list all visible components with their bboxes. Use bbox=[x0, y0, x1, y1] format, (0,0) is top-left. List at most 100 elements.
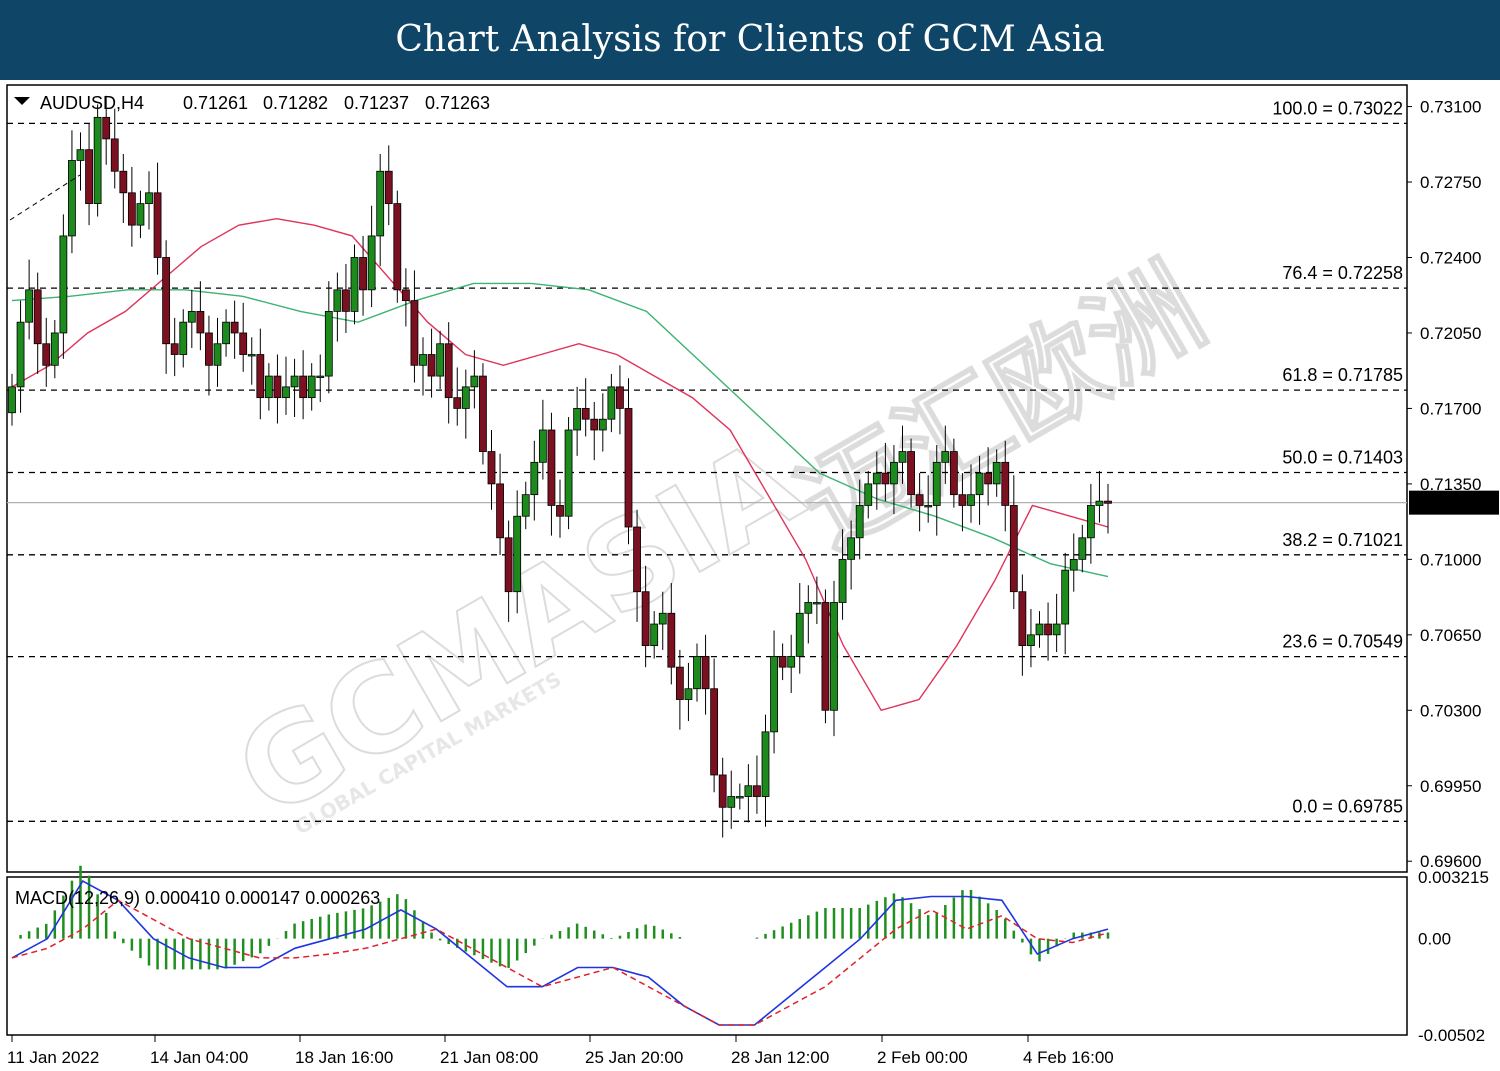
candle-body bbox=[658, 612, 667, 625]
candle-body bbox=[1018, 591, 1027, 647]
candle-body bbox=[187, 310, 196, 323]
time-tick-label: 21 Jan 08:00 bbox=[440, 1048, 538, 1067]
candle-body bbox=[68, 160, 76, 237]
candle-body bbox=[590, 418, 599, 431]
candle-body bbox=[461, 386, 470, 409]
price-tick-label: 0.72050 bbox=[1420, 324, 1481, 343]
candle-body bbox=[812, 602, 821, 605]
candle-body bbox=[564, 429, 573, 517]
candle-body bbox=[239, 332, 248, 355]
candle-body bbox=[949, 451, 958, 496]
chart-area[interactable]: GCMASIA GLOBAL CAPITAL MARKETS 迈汇欧洲 100.… bbox=[0, 80, 1500, 1071]
candle-body bbox=[1009, 505, 1018, 593]
price-tick-label: 0.72400 bbox=[1420, 248, 1481, 267]
current-price-badge bbox=[1409, 490, 1499, 515]
candle-body bbox=[958, 494, 967, 506]
candle-body bbox=[256, 354, 265, 399]
candle-body bbox=[410, 300, 419, 366]
candle-body bbox=[76, 149, 85, 161]
macd-label: MACD(12,26,9) 0.000410 0.000147 0.000263 bbox=[15, 888, 380, 908]
candle-body bbox=[581, 408, 590, 420]
ohlc-high: 0.71282 bbox=[263, 93, 328, 113]
fib-label: 61.8 = 0.71785 bbox=[1282, 365, 1403, 385]
candle-body bbox=[384, 170, 393, 204]
candle-body bbox=[744, 785, 753, 797]
price-tick-label: 0.70300 bbox=[1420, 701, 1481, 720]
macd-panel-frame bbox=[6, 876, 1408, 1036]
candle-body bbox=[547, 429, 556, 506]
fib-label: 0.0 = 0.69785 bbox=[1292, 796, 1403, 816]
candle-body bbox=[907, 451, 915, 496]
candle-body bbox=[16, 321, 25, 388]
price-tick-label: 0.71000 bbox=[1420, 550, 1481, 569]
axes: 0.73100 0.72750 0.72400 0.72050 0.71700 0.713… bbox=[7, 98, 1499, 1067]
candle-body bbox=[770, 655, 778, 733]
candle-body bbox=[59, 235, 68, 334]
candle-body bbox=[872, 472, 881, 485]
candle-body bbox=[419, 354, 427, 366]
price-tick-label: 0.73100 bbox=[1420, 98, 1481, 117]
candle-body bbox=[1052, 623, 1061, 636]
candle-body bbox=[864, 483, 873, 506]
candle-body bbox=[538, 429, 547, 463]
candle-body bbox=[1078, 537, 1087, 560]
candle-body bbox=[1027, 634, 1035, 647]
candle-body bbox=[975, 472, 984, 496]
candle-body bbox=[607, 386, 616, 420]
candle-body bbox=[838, 558, 847, 603]
candle-body bbox=[333, 289, 342, 312]
candle-body bbox=[513, 515, 522, 593]
candle-body bbox=[821, 602, 830, 711]
candle-body bbox=[898, 451, 907, 463]
candle-body bbox=[487, 451, 496, 485]
candle-body bbox=[1044, 623, 1052, 636]
candle-body bbox=[85, 149, 93, 204]
fib-label: 38.2 = 0.71021 bbox=[1282, 530, 1403, 550]
candle-body bbox=[479, 375, 487, 452]
time-tick-label: 25 Jan 20:00 bbox=[585, 1048, 683, 1067]
time-tick-label: 4 Feb 16:00 bbox=[1023, 1048, 1114, 1067]
candle-body bbox=[710, 688, 719, 776]
header-banner: Chart Analysis for Clients of GCM Asia bbox=[0, 0, 1500, 80]
candle-body bbox=[273, 375, 282, 399]
candle-body bbox=[170, 343, 179, 355]
price-tick-label: 0.70650 bbox=[1420, 626, 1481, 645]
price-tick-label: 0.71700 bbox=[1420, 399, 1481, 418]
trend-line bbox=[9, 174, 81, 221]
page-title: Chart Analysis for Clients of GCM Asia bbox=[395, 19, 1105, 60]
current-price-label: 0.71263 bbox=[1417, 495, 1478, 514]
candle-body bbox=[1104, 500, 1112, 504]
candle-body bbox=[650, 623, 659, 647]
candle-body bbox=[42, 343, 51, 366]
candles bbox=[8, 95, 1112, 838]
macd-tick-label: -0.00502 bbox=[1418, 1026, 1485, 1045]
candle-body bbox=[136, 203, 145, 226]
candle-body bbox=[162, 257, 171, 345]
candle-body bbox=[179, 321, 188, 355]
candle-body bbox=[598, 418, 607, 431]
candle-body bbox=[718, 774, 727, 808]
time-tick-label: 11 Jan 2022 bbox=[7, 1048, 99, 1067]
candle-body bbox=[444, 343, 453, 399]
candle-body bbox=[530, 461, 539, 496]
candle-body bbox=[778, 655, 787, 668]
ohlc-close: 0.71263 bbox=[425, 93, 490, 113]
candle-body bbox=[684, 688, 693, 700]
candle-body bbox=[753, 785, 761, 797]
dropdown-triangle-icon[interactable] bbox=[14, 97, 30, 105]
candle-body bbox=[436, 343, 445, 377]
candle-body bbox=[787, 655, 796, 668]
candle-body bbox=[992, 461, 1001, 485]
candle-body bbox=[290, 375, 299, 388]
ma-slow-line bbox=[11, 282, 1109, 578]
price-tick-label: 0.69600 bbox=[1420, 852, 1481, 871]
ma-fast-line bbox=[11, 217, 1109, 712]
candle-body bbox=[504, 537, 513, 593]
fib-label: 76.4 = 0.72258 bbox=[1282, 263, 1403, 283]
fib-label: 100.0 = 0.73022 bbox=[1272, 98, 1403, 118]
candle-body bbox=[675, 666, 684, 700]
candle-body bbox=[376, 170, 385, 237]
macd-indicator bbox=[11, 865, 1110, 1026]
candle-body bbox=[847, 537, 856, 560]
candle-body bbox=[213, 343, 222, 366]
